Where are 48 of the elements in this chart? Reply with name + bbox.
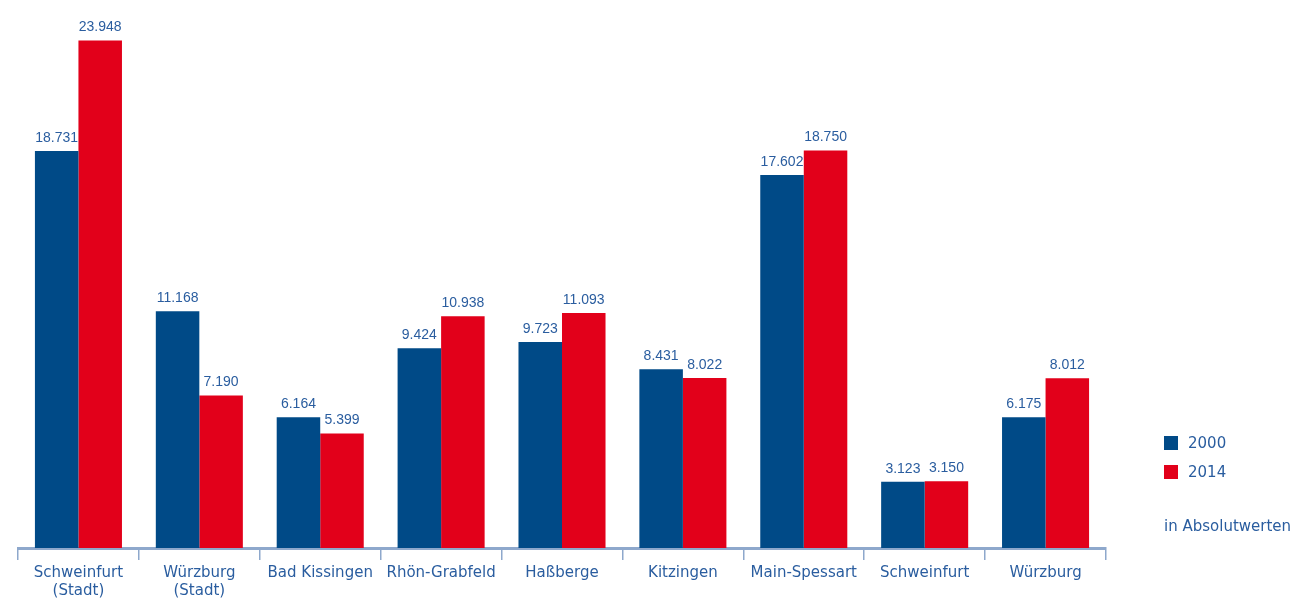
data-label: 23.948 (78, 18, 122, 35)
data-label: 8.012 (1049, 356, 1086, 373)
data-label: 6.175 (1006, 394, 1042, 411)
x-tick-label: Main-Spessart (750, 562, 858, 581)
bar (276, 417, 321, 548)
data-label: 5.399 (324, 411, 360, 428)
data-label: 11.093 (562, 290, 605, 307)
bar (639, 369, 683, 548)
bar (924, 481, 969, 548)
data-label: 18.731 (35, 128, 79, 145)
data-label: 9.723 (522, 319, 558, 336)
x-tick-label: Schweinfurt (Stadt) (33, 562, 124, 599)
bar (155, 311, 200, 548)
bar (78, 40, 122, 548)
data-label: 8.431 (643, 347, 679, 364)
data-label: 7.190 (203, 373, 239, 390)
data-label: 8.022 (687, 355, 723, 372)
data-label: 17.602 (760, 152, 804, 169)
legend-label: 2014 (1188, 462, 1227, 481)
x-tick-label: Würzburg (1009, 562, 1082, 581)
bar (881, 481, 925, 548)
data-label: 9.424 (401, 326, 438, 343)
bar (320, 433, 364, 548)
x-tick-label: Bad Kissingen (267, 562, 373, 581)
data-label: 3.123 (885, 459, 921, 476)
bar (441, 316, 485, 548)
data-label: 6.164 (280, 395, 317, 412)
data-label: 3.150 (928, 459, 965, 476)
x-tick-label: Haßberge (525, 562, 599, 581)
data-label: 10.938 (441, 294, 485, 311)
bar (562, 312, 606, 548)
bar (34, 151, 79, 548)
bar (1045, 378, 1090, 548)
x-tick-label: Rhön-Grabfeld (386, 562, 496, 581)
bar (803, 150, 848, 548)
bar (760, 174, 804, 548)
bar (682, 377, 727, 548)
bar (518, 341, 562, 548)
x-tick-label: Kitzingen (648, 562, 718, 581)
legend-label: 2000 (1188, 433, 1227, 452)
bar (199, 395, 243, 548)
x-tick-label: Würzburg (Stadt) (163, 562, 236, 599)
bar (1002, 417, 1046, 548)
data-label: 18.750 (804, 128, 848, 145)
data-label: 11.168 (156, 289, 199, 306)
x-tick-label: Schweinfurt (880, 562, 970, 581)
bar (397, 348, 442, 548)
text: in Absolutwerten (1164, 517, 1292, 535)
